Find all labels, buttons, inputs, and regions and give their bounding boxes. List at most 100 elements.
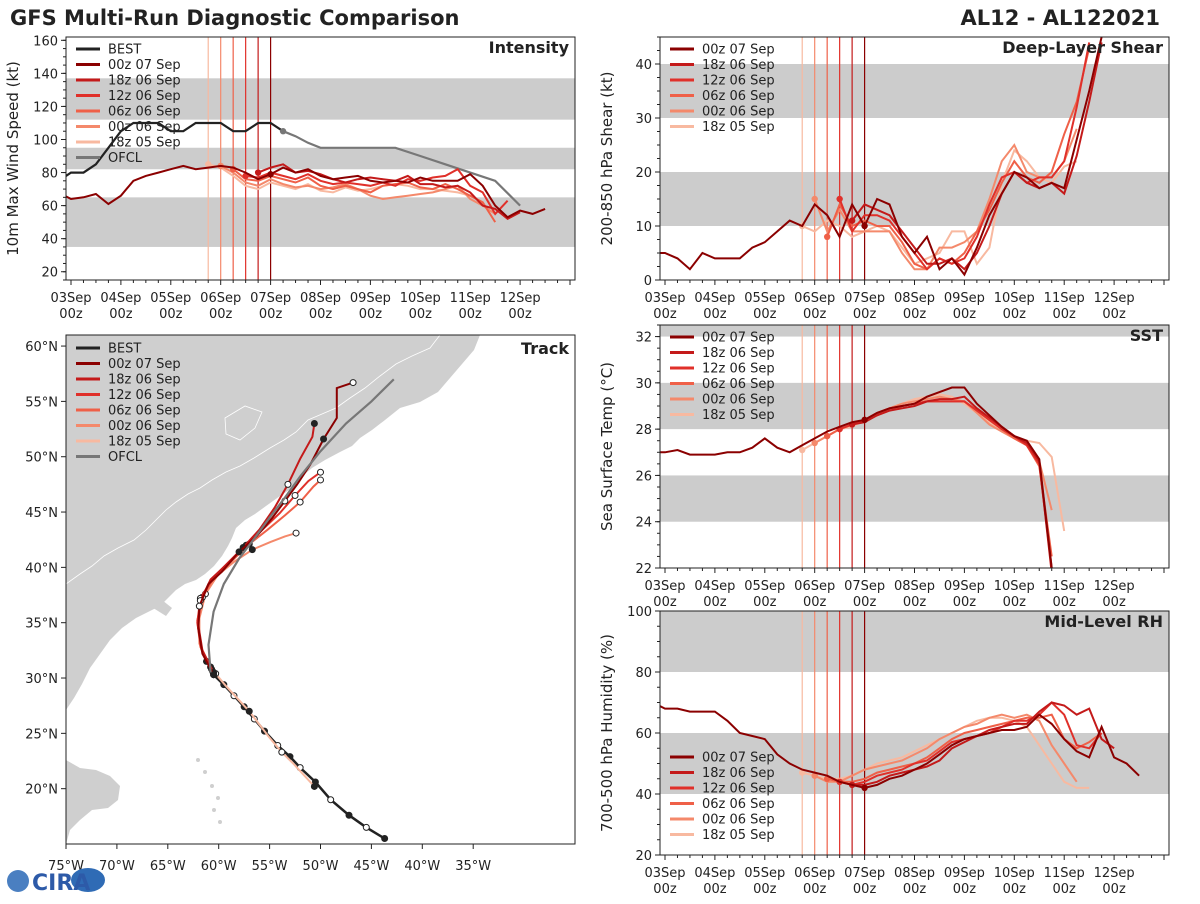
x-tick-label: 12Sep [1094,579,1135,594]
x-tick-label: 00z [1102,595,1126,610]
run-track-point [349,379,357,387]
x-tick-label: 12Sep [500,291,541,306]
x-tick-label: 09Sep [944,291,985,306]
shaded-band [660,611,1169,672]
run-track-point [195,602,203,610]
legend-label: OFCL [108,450,143,465]
legend-label: 12z 06 Sep [108,388,181,403]
x-tick-label: 00z [459,307,483,322]
x-tick-label: 07Sep [844,291,885,306]
y-tick-label: 60 [41,200,58,215]
island [218,820,222,824]
run-track-point [310,420,318,428]
y-tick-label: 20 [635,166,652,181]
run-track-point [210,671,218,679]
y-tick-label: 20 [635,849,652,864]
run-track-point [248,546,256,554]
legend-label: 06z 06 Sep [702,797,775,812]
panel-title: Intensity [489,38,570,57]
y-tick-label: 30°N [25,672,58,687]
run-init-point [254,169,262,176]
x-tick-label: 12Sep [1094,291,1135,306]
x-tick-label: 07Sep [844,866,885,881]
logo-text: CIRA [32,871,90,896]
run-init-point [861,416,868,424]
legend-label: 00z 06 Sep [702,393,775,408]
island [216,796,220,800]
x-tick-label: 09Sep [350,291,391,306]
run-init-point [861,784,868,792]
run-init-point [823,233,831,240]
legend-label: 00z 06 Sep [702,105,775,120]
run-init-point [861,222,868,230]
x-tick-label: 00z [1003,882,1027,897]
run-line [813,128,1078,271]
legend-label: OFCL [108,151,143,166]
run-line [660,705,1140,789]
x-tick-label: 00z [409,307,433,322]
y-tick-label: 26 [635,469,652,484]
legend-label: 00z 07 Sep [702,751,775,766]
x-tick-label: 75°W [48,859,84,874]
shaded-band [66,147,575,170]
shaded-band [660,475,1169,522]
island [196,758,200,762]
x-tick-label: 05Sep [744,866,785,881]
x-tick-label: 00z [703,882,727,897]
ofcl-track [207,378,395,673]
best-track-point [362,823,370,831]
x-tick-label: 00z [653,307,677,322]
legend-label: 00z 07 Sep [108,357,181,372]
x-tick-label: 00z [1053,307,1077,322]
rh-panel: 2040608010003Sep00z04Sep00z05Sep00z06Sep… [598,605,1170,897]
x-tick-label: 00z [953,882,977,897]
y-tick-label: 0 [644,274,652,289]
x-tick-label: 00z [853,882,877,897]
panel-title: Mid-Level RH [1044,612,1163,631]
legend-label: 06z 06 Sep [702,377,775,392]
run-track-point [296,498,304,506]
y-tick-label: 30 [635,377,652,392]
x-tick-label: 00z [653,882,677,897]
legend-label: 00z 06 Sep [702,813,775,828]
legend-label: 18z 05 Sep [108,435,181,450]
y-tick-label: 50°N [25,451,58,466]
x-tick-label: 55°W [252,859,288,874]
x-tick-label: 40°W [404,859,440,874]
x-tick-label: 07Sep [250,291,291,306]
run-init-point [811,439,818,447]
y-tick-label: 40 [41,233,58,248]
x-tick-label: 04Sep [694,579,735,594]
legend-label: BEST [108,43,141,58]
x-tick-label: 04Sep [694,291,735,306]
best-track-point [327,796,335,804]
y-tick-label: 120 [33,100,58,115]
x-tick-label: 35°W [455,859,491,874]
x-tick-label: 00z [508,307,532,322]
x-tick-label: 11Sep [1044,291,1085,306]
x-tick-label: 06Sep [200,291,241,306]
x-tick-label: 00z [1053,595,1077,610]
y-tick-label: 35°N [25,617,58,632]
x-tick-label: 00z [259,307,283,322]
y-tick-label: 10 [635,220,652,235]
run-track [197,381,354,676]
x-tick-label: 10Sep [994,579,1035,594]
legend-label: 18z 06 Sep [702,346,775,361]
cira-logo: CIRA [7,868,105,896]
ofcl-point [279,128,287,135]
x-tick-label: 50°W [303,859,339,874]
shear-panel: 01020304003Sep00z04Sep00z05Sep00z06Sep00… [598,36,1170,322]
y-tick-label: 100 [627,605,652,620]
y-axis-label: 200-850 hPa Shear (kt) [598,72,616,246]
island [210,784,214,788]
x-tick-label: 10Sep [400,291,441,306]
y-tick-label: 60°N [25,340,58,355]
best-track-point [381,834,389,842]
y-tick-label: 80 [41,167,58,182]
y-tick-label: 22 [635,562,652,577]
island [203,770,207,774]
y-tick-label: 40 [635,788,652,803]
run-track-point [245,707,253,715]
